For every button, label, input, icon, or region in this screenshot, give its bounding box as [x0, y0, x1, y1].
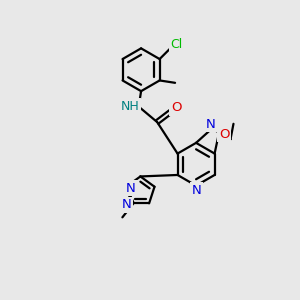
Text: N: N: [126, 182, 136, 195]
Text: N: N: [206, 118, 215, 130]
Text: N: N: [122, 198, 132, 211]
Text: N: N: [192, 184, 202, 196]
Text: O: O: [171, 101, 182, 114]
Text: O: O: [219, 128, 230, 141]
Text: NH: NH: [121, 100, 140, 113]
Text: Cl: Cl: [170, 38, 182, 51]
